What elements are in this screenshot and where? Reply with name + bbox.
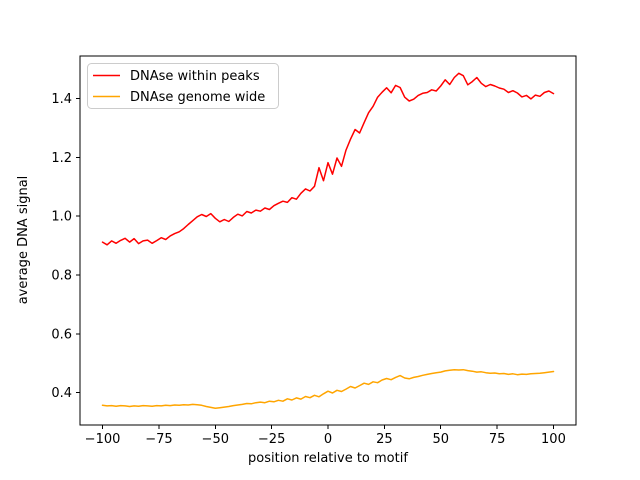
legend-label-dnase-within-peaks: DNAse within peaks [130, 69, 260, 84]
plot-border [79, 55, 577, 426]
series-line-0 [101, 72, 555, 246]
x-tick-label: 0 [324, 432, 332, 447]
x-tick-label: 25 [376, 432, 393, 447]
y-tick-label: 1.4 [51, 92, 72, 107]
x-tick-label: 50 [432, 432, 449, 447]
legend: DNAse within peaks DNAse genome wide [87, 63, 279, 109]
x-tick-label: −75 [145, 432, 172, 447]
x-axis-label: position relative to motif [248, 451, 408, 466]
legend-box [87, 63, 279, 109]
series-line-1 [101, 368, 555, 409]
ticks-layer: −100 −75 −50 −25 0 25 50 75 100 0.4 0.6 0.8 1.0 1.2 1.… [51, 92, 566, 447]
y-axis-label: average DNA signal [16, 176, 31, 305]
x-tick-label: −100 [85, 432, 121, 447]
x-tick-label: −50 [202, 432, 229, 447]
y-tick-label: 1.0 [51, 210, 72, 225]
y-tick-label: 0.8 [51, 269, 72, 284]
series-layer [101, 72, 555, 409]
x-tick-label: 75 [489, 432, 506, 447]
legend-label-dnase-genome-wide: DNAse genome wide [130, 90, 265, 105]
x-tick-label: −25 [258, 432, 285, 447]
y-tick-label: 1.2 [51, 151, 72, 166]
y-tick-label: 0.6 [51, 327, 72, 342]
x-tick-label: 100 [541, 432, 566, 447]
y-tick-label: 0.4 [51, 386, 72, 401]
